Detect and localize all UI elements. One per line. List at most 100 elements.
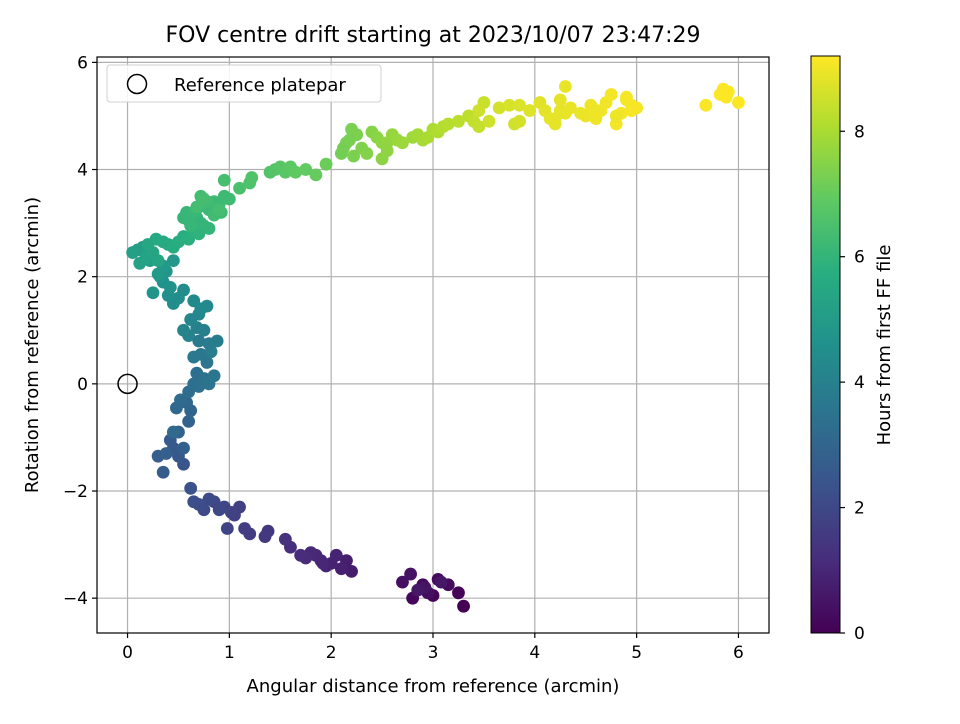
- x-tick-label: 5: [631, 643, 642, 663]
- scatter-point: [334, 562, 348, 576]
- colorbar-ticks: 0 2 4 6 8: [840, 122, 865, 644]
- scatter-point: [299, 163, 313, 176]
- scatter-point: [548, 112, 562, 126]
- scatter-point: [177, 323, 190, 337]
- colorbar-tick-label: 4: [854, 373, 865, 393]
- scatter-point: [151, 254, 165, 268]
- scatter-point: [204, 345, 218, 359]
- scatter-point: [579, 109, 593, 123]
- scatter-point: [187, 350, 201, 364]
- x-tick-label: 4: [529, 643, 540, 663]
- scatter-point: [472, 104, 486, 117]
- legend: Reference platepar: [106, 64, 382, 103]
- scatter-point: [166, 254, 180, 268]
- scatter-point: [294, 548, 308, 562]
- scatter-point: [258, 530, 272, 543]
- scatter-point: [222, 192, 236, 206]
- colorbar-tick-label: 2: [854, 499, 865, 519]
- scatter-point: [502, 98, 516, 112]
- scatter-point: [197, 192, 211, 206]
- scatter-point: [699, 98, 713, 112]
- scatter-point: [732, 96, 745, 109]
- scatter-point: [513, 114, 526, 128]
- scatter-point: [319, 157, 333, 171]
- scatter-point: [212, 203, 226, 217]
- scatter-point: [472, 120, 486, 134]
- scatter-point: [343, 133, 356, 147]
- colorbar-tick-label: 8: [854, 122, 865, 142]
- x-tick-label: 6: [733, 643, 744, 663]
- scatter-point: [452, 114, 465, 128]
- axis-ticks: 0 1 2 3 4 5 6 −4 −2 0 2 4 6: [63, 53, 744, 663]
- legend-marker-icon: [126, 73, 148, 95]
- y-tick-label: 0: [77, 375, 88, 395]
- scatter-point: [404, 567, 417, 581]
- colorbar-tick-label: 0: [854, 624, 865, 644]
- scatter-point: [156, 465, 170, 479]
- y-tick-label: 6: [77, 53, 88, 73]
- scatter-point: [210, 334, 224, 348]
- x-tick-label: 3: [428, 643, 439, 663]
- scatter-point: [146, 286, 160, 300]
- scatter-point: [609, 109, 623, 123]
- scatter-point: [513, 98, 526, 112]
- scatter-point: [184, 219, 198, 233]
- x-tick-label: 1: [224, 643, 235, 663]
- scatter-point: [220, 522, 234, 535]
- reference-platepar-marker: [117, 373, 138, 395]
- scatter-point: [411, 583, 425, 597]
- scatter-point: [396, 136, 409, 150]
- scatter-point: [192, 334, 206, 348]
- scatter-point: [589, 104, 603, 117]
- x-tick-label: 2: [326, 643, 337, 663]
- scatter-point: [434, 575, 448, 589]
- colorbar-tick-label: 6: [854, 248, 865, 268]
- scatter-point: [329, 548, 343, 562]
- legend-box: [106, 64, 382, 103]
- colorbar-label: Hours from first FF file: [874, 245, 895, 446]
- scatter-point: [126, 246, 140, 259]
- data-points: [126, 80, 745, 613]
- scatter-point: [316, 556, 330, 570]
- scatter-point: [347, 149, 360, 163]
- scatter-point: [182, 414, 196, 428]
- colorbar: 0 2 4 6 8 Hours from first FF file: [810, 55, 895, 644]
- y-tick-label: 2: [77, 268, 88, 288]
- y-axis-label: Rotation from reference (arcmin): [22, 197, 43, 493]
- scatter-point: [166, 425, 180, 439]
- scatter-point: [187, 495, 201, 509]
- scatter-point: [452, 586, 465, 600]
- scatter-point: [217, 173, 231, 187]
- scatter-point: [482, 114, 496, 128]
- scatter-point: [396, 575, 409, 589]
- grid-lines: [97, 57, 769, 633]
- scatter-point: [719, 90, 733, 104]
- scatter-point: [184, 481, 198, 495]
- scatter-point: [245, 171, 259, 184]
- scatter-point: [174, 393, 187, 407]
- scatter-point: [457, 599, 470, 613]
- y-tick-label: −2: [63, 482, 88, 502]
- scatter-point: [492, 101, 506, 115]
- y-tick-label: 4: [77, 161, 88, 181]
- scatter-point: [380, 144, 394, 158]
- scatter-point: [238, 522, 252, 535]
- legend-label: Reference platepar: [174, 75, 346, 96]
- scatter-point: [558, 106, 572, 120]
- scatter-point: [620, 93, 633, 107]
- scatter-point: [289, 165, 302, 179]
- colorbar-gradient: [810, 55, 841, 634]
- scatter-point: [558, 80, 572, 93]
- scatter-point: [202, 492, 216, 506]
- scatter-point: [187, 294, 201, 308]
- scatter-point: [159, 447, 173, 460]
- scatter-point: [523, 104, 537, 117]
- scatter-point: [441, 117, 455, 131]
- scatter-point: [604, 88, 618, 101]
- x-tick-label: 0: [122, 643, 133, 663]
- scatter-point: [553, 93, 567, 107]
- scatter-point: [278, 532, 292, 546]
- y-tick-label: −4: [63, 589, 88, 609]
- scatter-point: [309, 168, 323, 182]
